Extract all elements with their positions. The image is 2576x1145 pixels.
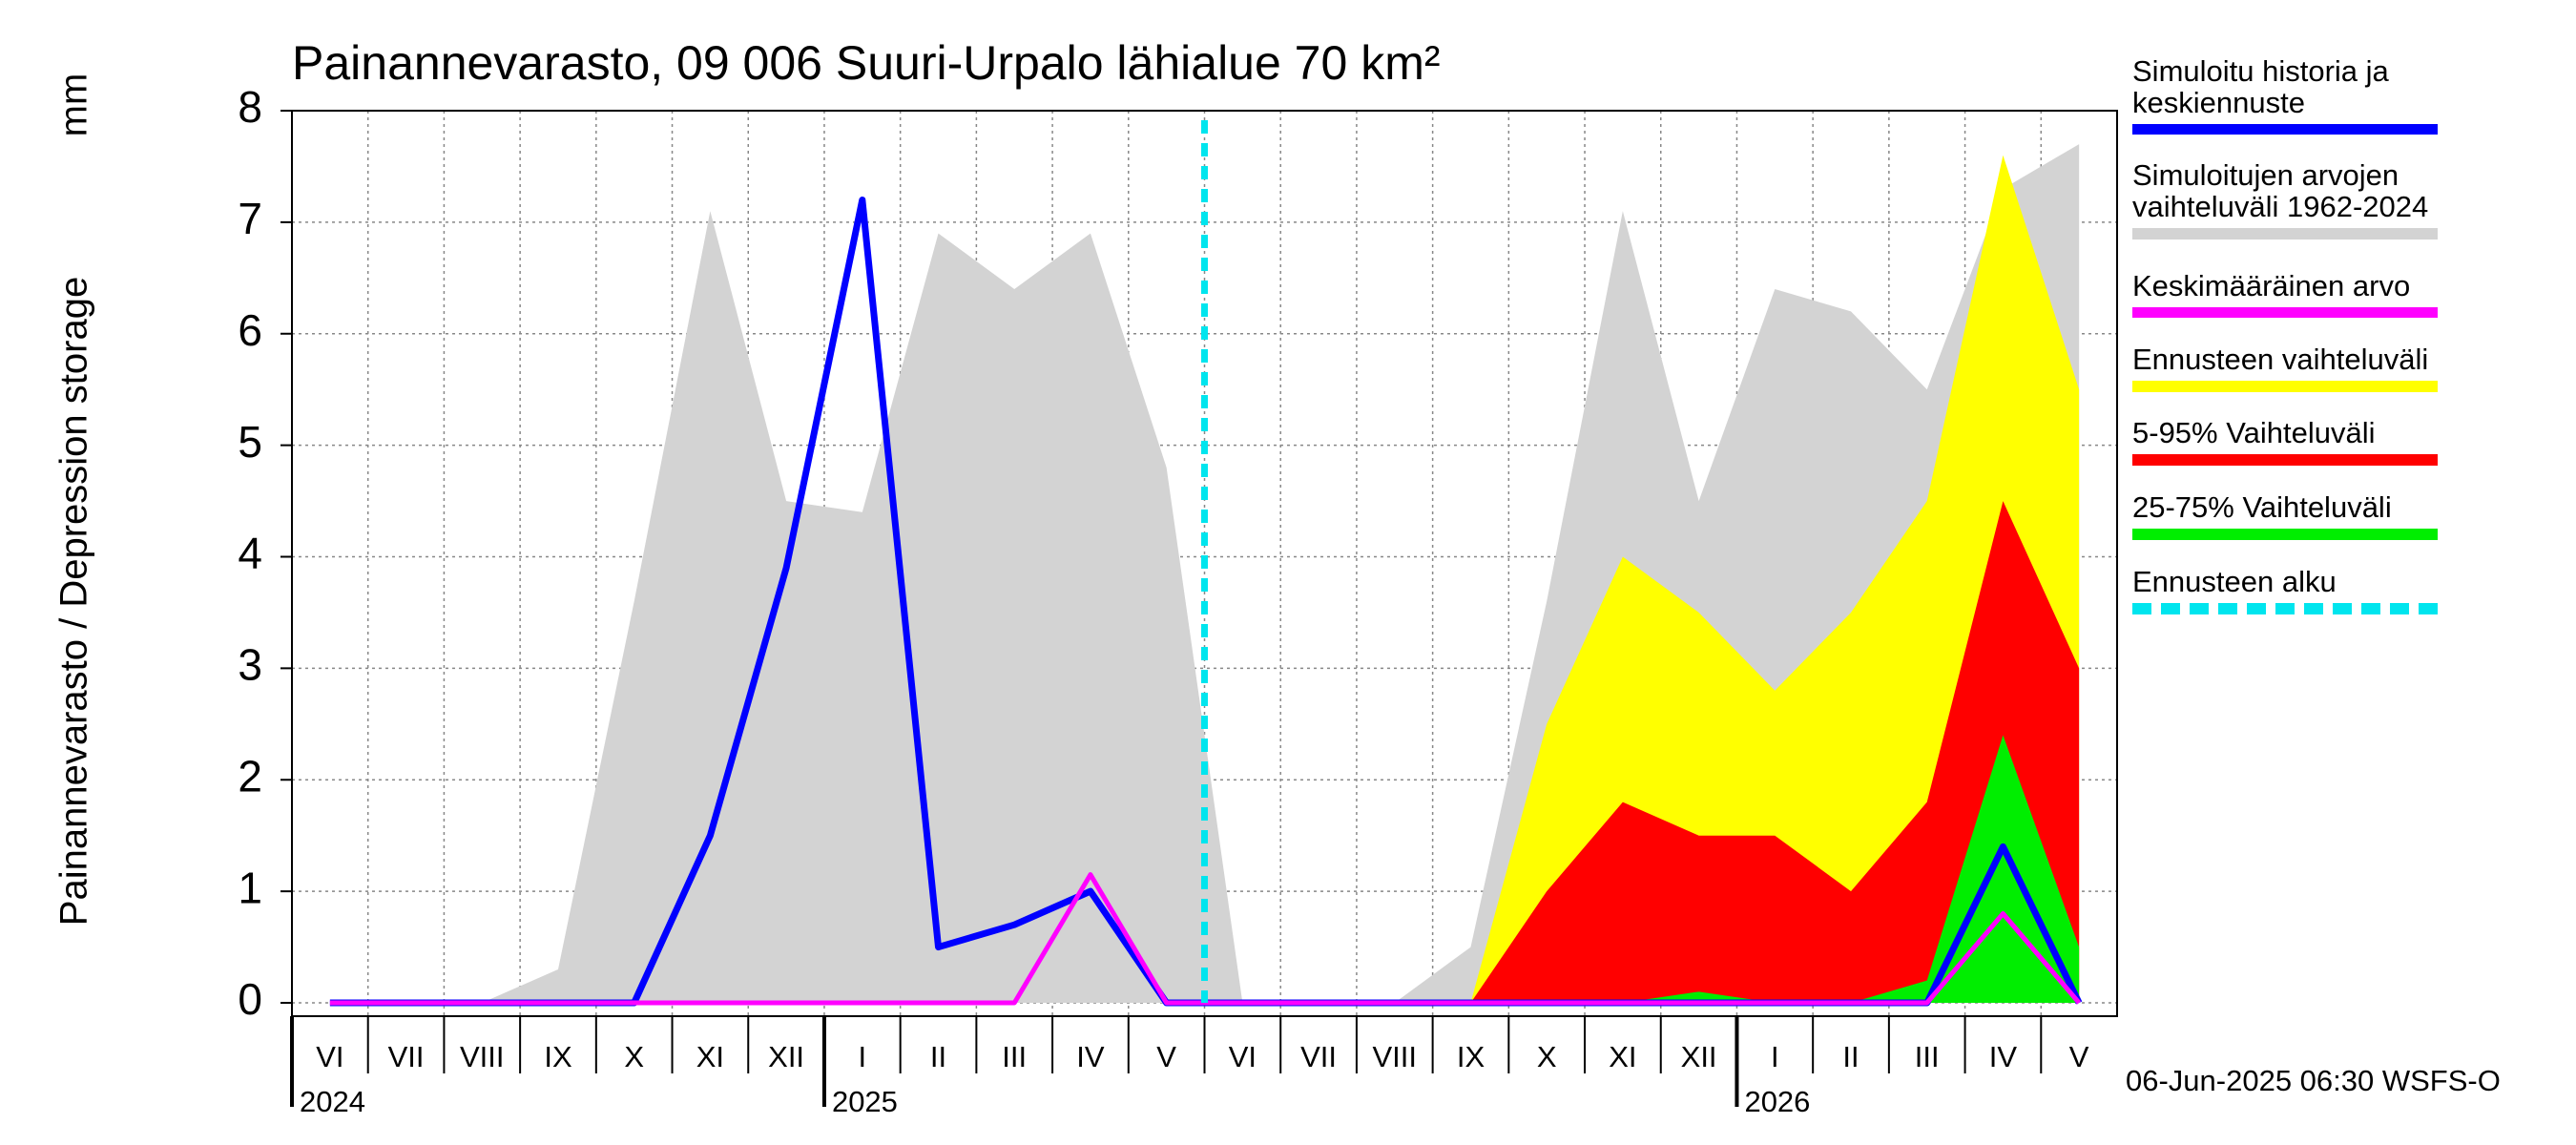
legend-swatch [2132,454,2438,466]
legend-label: Ennusteen alku [2132,565,2337,598]
legend-label: 25-75% Vaihteluväli [2132,490,2392,524]
x-tick-label: IX [544,1040,572,1073]
legend-swatch [2132,228,2438,239]
y-tick-label: 3 [238,640,262,690]
x-tick-label: IV [1076,1040,1105,1073]
x-tick-label: XI [1609,1040,1636,1073]
y-tick-label: 2 [238,751,262,801]
x-tick-label: VIII [1373,1040,1418,1073]
area-band [1242,735,2080,1003]
x-tick-label: V [1156,1040,1176,1073]
x-tick-label: X [624,1040,644,1073]
x-tick-label: I [859,1040,867,1073]
x-tick-label: VIII [460,1040,505,1073]
year-label: 2025 [832,1085,898,1118]
x-tick-label: III [1915,1040,1940,1073]
legend-swatch [2132,381,2438,392]
x-tick-label: VI [1229,1040,1257,1073]
y-tick-label: 0 [238,974,262,1024]
legend-label: Simuloitujen arvojen vaihteluväli 1962-2… [2132,158,2429,223]
x-tick-label: V [2069,1040,2089,1073]
x-tick-label: II [1842,1040,1859,1073]
y-axis-label: Painannevarasto / Depression storage [53,277,95,926]
x-tick-label: III [1002,1040,1027,1073]
x-tick-label: XI [696,1040,724,1073]
x-tick-label: VI [316,1040,343,1073]
y-tick-label: 1 [238,863,262,912]
year-label: 2026 [1744,1085,1810,1118]
legend-label: Simuloitu historia ja keskiennuste [2132,54,2389,119]
legend-swatch [2132,603,2438,614]
legend-label: Keskimääräinen arvo [2132,269,2411,302]
y-tick-label: 5 [238,417,262,467]
x-tick-label: IX [1457,1040,1485,1073]
x-tick-label: XII [768,1040,804,1073]
year-label: 2024 [300,1085,365,1118]
y-axis-unit: mm [53,73,95,137]
x-tick-label: II [930,1040,946,1073]
x-tick-label: I [1771,1040,1779,1073]
x-tick-label: XII [1681,1040,1717,1073]
x-tick-label: VII [388,1040,425,1073]
y-tick-label: 4 [238,529,262,578]
legend-swatch [2132,307,2438,318]
footer: 06-Jun-2025 06:30 WSFS-O [2126,1064,2501,1097]
legend-label: 5-95% Vaihteluväli [2132,416,2376,449]
y-tick-label: 7 [238,194,262,243]
x-tick-label: IV [1989,1040,2018,1073]
chart-title: Painannevarasto, 09 006 Suuri-Urpalo läh… [292,36,1441,90]
legend-label: Ennusteen vaihteluväli [2132,343,2429,376]
x-tick-label: VII [1300,1040,1337,1073]
legend-swatch [2132,529,2438,540]
legend-swatch [2132,124,2438,135]
y-tick-label: 6 [238,305,262,355]
area-band [1242,501,2080,1003]
area-band [1242,155,2080,1003]
y-tick-label: 8 [238,82,262,132]
x-tick-label: X [1537,1040,1557,1073]
